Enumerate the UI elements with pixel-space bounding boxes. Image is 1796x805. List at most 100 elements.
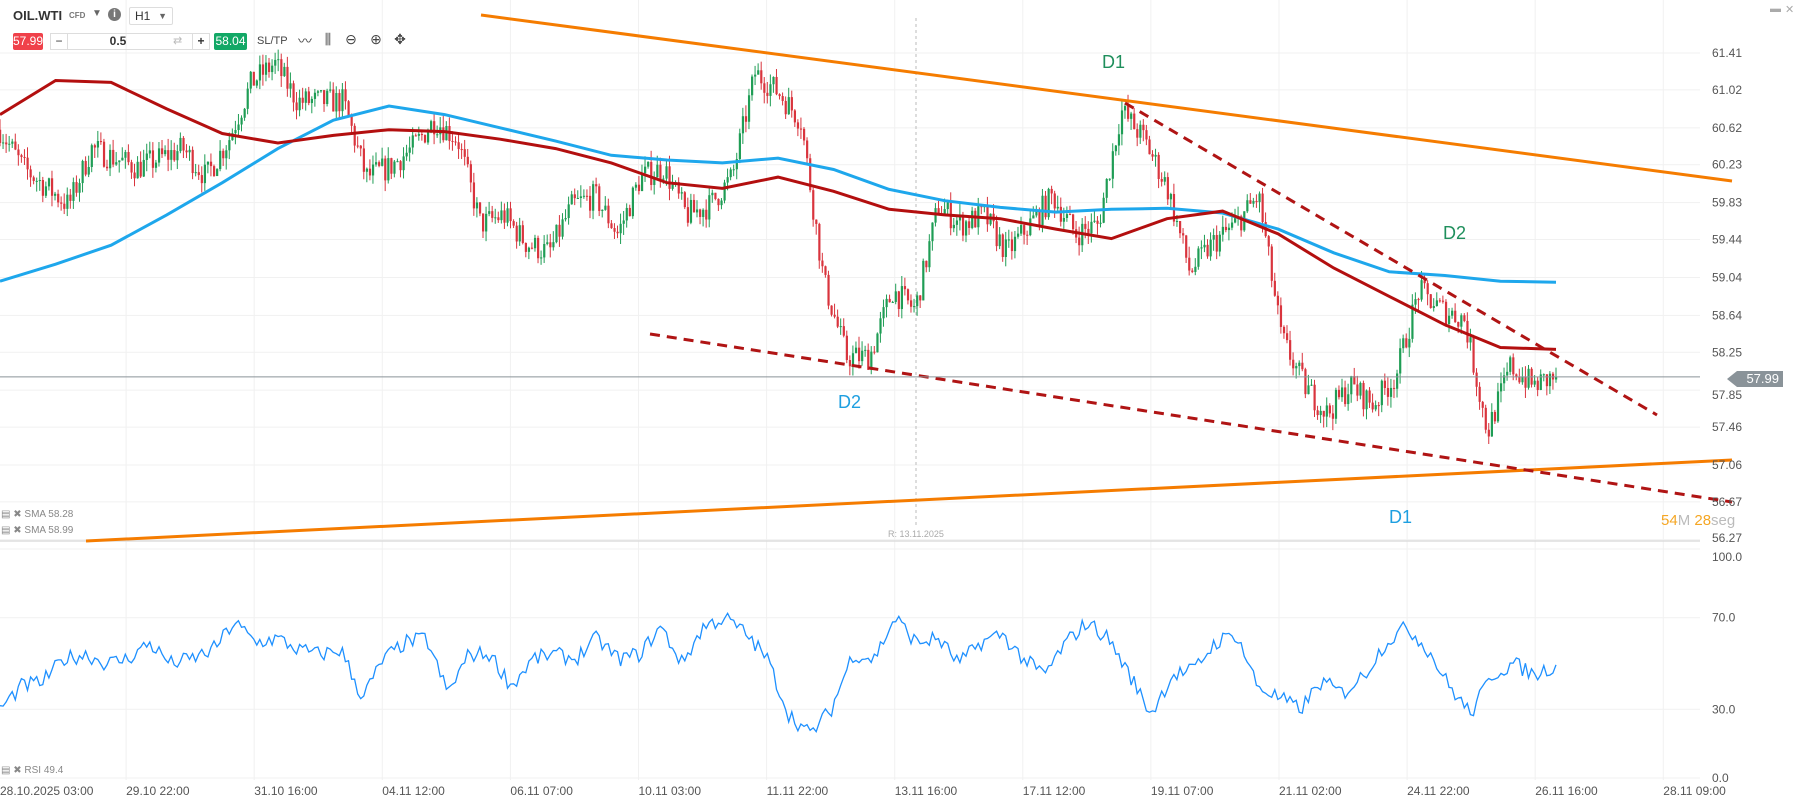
sltp-button[interactable]: SL/TP [257,35,288,47]
settings-icon[interactable]: ▤ [1,525,11,536]
candle-body [1503,375,1506,384]
candle-body [1169,194,1173,200]
candle-body [1463,315,1466,321]
channel-lower-line[interactable] [85,458,1733,543]
remove-icon[interactable]: ✖ [13,525,22,536]
candle-body [1512,357,1515,375]
candle-body [47,178,51,187]
line-chart-icon[interactable]: 〰 [298,33,312,49]
candle-body [417,134,421,136]
candle-body [1292,359,1295,369]
sell-button[interactable]: 57.99 [13,33,44,50]
candle-body [876,333,879,353]
candle-body [656,164,659,178]
decrease-button[interactable]: − [51,34,68,49]
chevron-down-icon[interactable]: ▼ [92,8,102,19]
info-icon[interactable]: i [108,8,121,21]
price-axis-label: 58.64 [1712,308,1742,322]
price-axis-label: 57.85 [1712,388,1742,402]
candle-body [1322,410,1325,417]
candle-body [127,152,130,163]
zoom-out-icon[interactable]: ⊖ [345,31,357,47]
candle-body [543,243,546,258]
wedge-upper-line[interactable] [1124,101,1658,417]
candle-body [179,137,182,152]
candle-body [1506,371,1509,376]
candle-body [356,145,359,147]
candle-body [521,225,524,243]
candle-body [161,148,164,155]
candle-body [1402,338,1405,349]
vertical-marker-label: R: 13.11.2025 [888,529,944,539]
candle-body [784,100,787,115]
channel-upper-line[interactable] [480,13,1733,183]
candle-body [723,182,726,201]
increase-button[interactable]: + [192,34,209,49]
candle-body [518,225,521,242]
legend-rsi[interactable]: ▤ ✖ RSI 49.4 [1,765,64,776]
candle-body [1206,244,1209,257]
swap-icon[interactable]: ⇄ [173,35,183,47]
candle-body [252,71,255,86]
time-axis-label: 13.11 16:00 [895,784,958,798]
minimize-icon[interactable]: ▬ [1770,3,1781,15]
candle-body [1099,222,1102,224]
candle-body [1328,405,1331,414]
timeframe-value: H1 [135,9,151,23]
timeframe-select[interactable]: H1 ▼ [129,7,173,25]
remove-icon[interactable]: ✖ [13,509,22,520]
legend-sma-short[interactable]: ▤ ✖ SMA 58.28 [1,509,74,520]
close-icon[interactable]: ✕ [1785,4,1795,16]
candle-body [148,150,151,154]
candle-body [475,202,479,209]
candle-body [1065,214,1069,218]
candle-body [500,210,503,221]
candle-body [491,211,494,218]
candle-body [836,316,839,327]
candle-body [1347,394,1350,405]
symbol-name[interactable]: OIL.WTI [13,8,63,23]
candle-body [1151,154,1154,157]
candle-body [897,291,900,310]
crosshair-icon[interactable]: ✥ [394,31,406,47]
candle-body [540,257,543,259]
candle-body [781,96,784,101]
zoom-in-icon[interactable]: ⊕ [370,31,382,47]
remove-icon[interactable]: ✖ [13,765,22,776]
candle-body [258,64,262,81]
candle-body [858,347,861,362]
price-axis-label: 58.25 [1712,345,1742,359]
candle-body [1548,373,1552,387]
wedge-lower-line[interactable] [649,332,1733,504]
candle-body [1142,124,1145,131]
candle-body [78,183,81,193]
candle-body [1414,299,1417,305]
candle-body [637,184,641,192]
volume-input[interactable]: 0.5 [109,34,127,48]
buy-button[interactable]: 58.04 [214,33,247,50]
candle-body [1007,239,1011,241]
candle-body [1509,357,1512,372]
candle-body [1350,376,1353,395]
grid [0,0,1700,780]
candle-body [396,161,399,163]
candlestick-icon[interactable]: ⫼ [324,31,332,47]
candle-body [5,142,8,145]
candle-body [1185,235,1188,258]
legend-sma-long[interactable]: ▤ ✖ SMA 58.99 [1,525,74,536]
candle-body [319,90,323,92]
candle-body [1255,200,1258,203]
candle-body [598,186,601,211]
settings-icon[interactable]: ▤ [1,765,11,776]
settings-icon[interactable]: ▤ [1,509,11,520]
candle-body [714,192,717,199]
candle-body [842,326,845,336]
candle-body [57,193,60,203]
annotation-d2-green: D2 [1443,223,1467,243]
candle-body [1533,380,1536,385]
candle-body [93,145,96,148]
candle-body [26,157,29,170]
volume-stepper[interactable]: − 0.5 ⇄ + [50,33,210,50]
price-axis-label: 61.41 [1712,46,1742,60]
